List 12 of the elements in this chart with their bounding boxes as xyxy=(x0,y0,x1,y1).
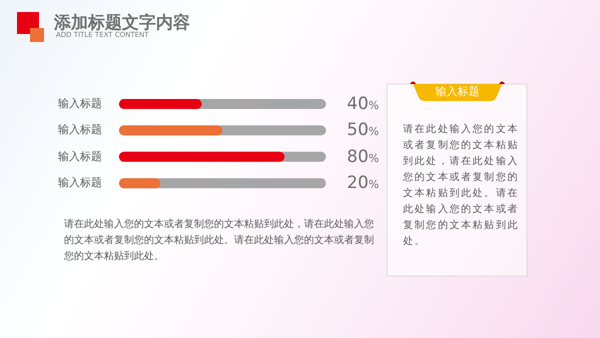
y-tick-label: 输入标题 xyxy=(58,148,102,165)
text: 请在此处输入您的文本或者复制您的文本粘贴到此处，请在此处输入您的文本或者复制您的文本粘贴到此处。请在此处输入您的文本或者复制您的文本粘贴到此处。 xyxy=(64,218,374,264)
y-tick-label: 输入标题 xyxy=(58,175,102,192)
text: 输入标题 xyxy=(413,84,502,100)
y-tick-label: 输入标题 xyxy=(58,122,102,138)
data-label: 80% xyxy=(346,146,379,169)
data-label: 20% xyxy=(346,172,379,196)
bar xyxy=(119,178,160,188)
y-tick-label: 输入标题 xyxy=(58,96,102,112)
data-label: 40% xyxy=(346,93,379,116)
text: 请在此处输入您的文本或者复制您的文本粘贴到此处，请在此处输入您的文本或者复制您的文本粘贴到此处。请在此处输入您的文本或者复制您的文本粘贴到此处。 xyxy=(403,122,519,249)
data-label: 50% xyxy=(346,119,379,142)
